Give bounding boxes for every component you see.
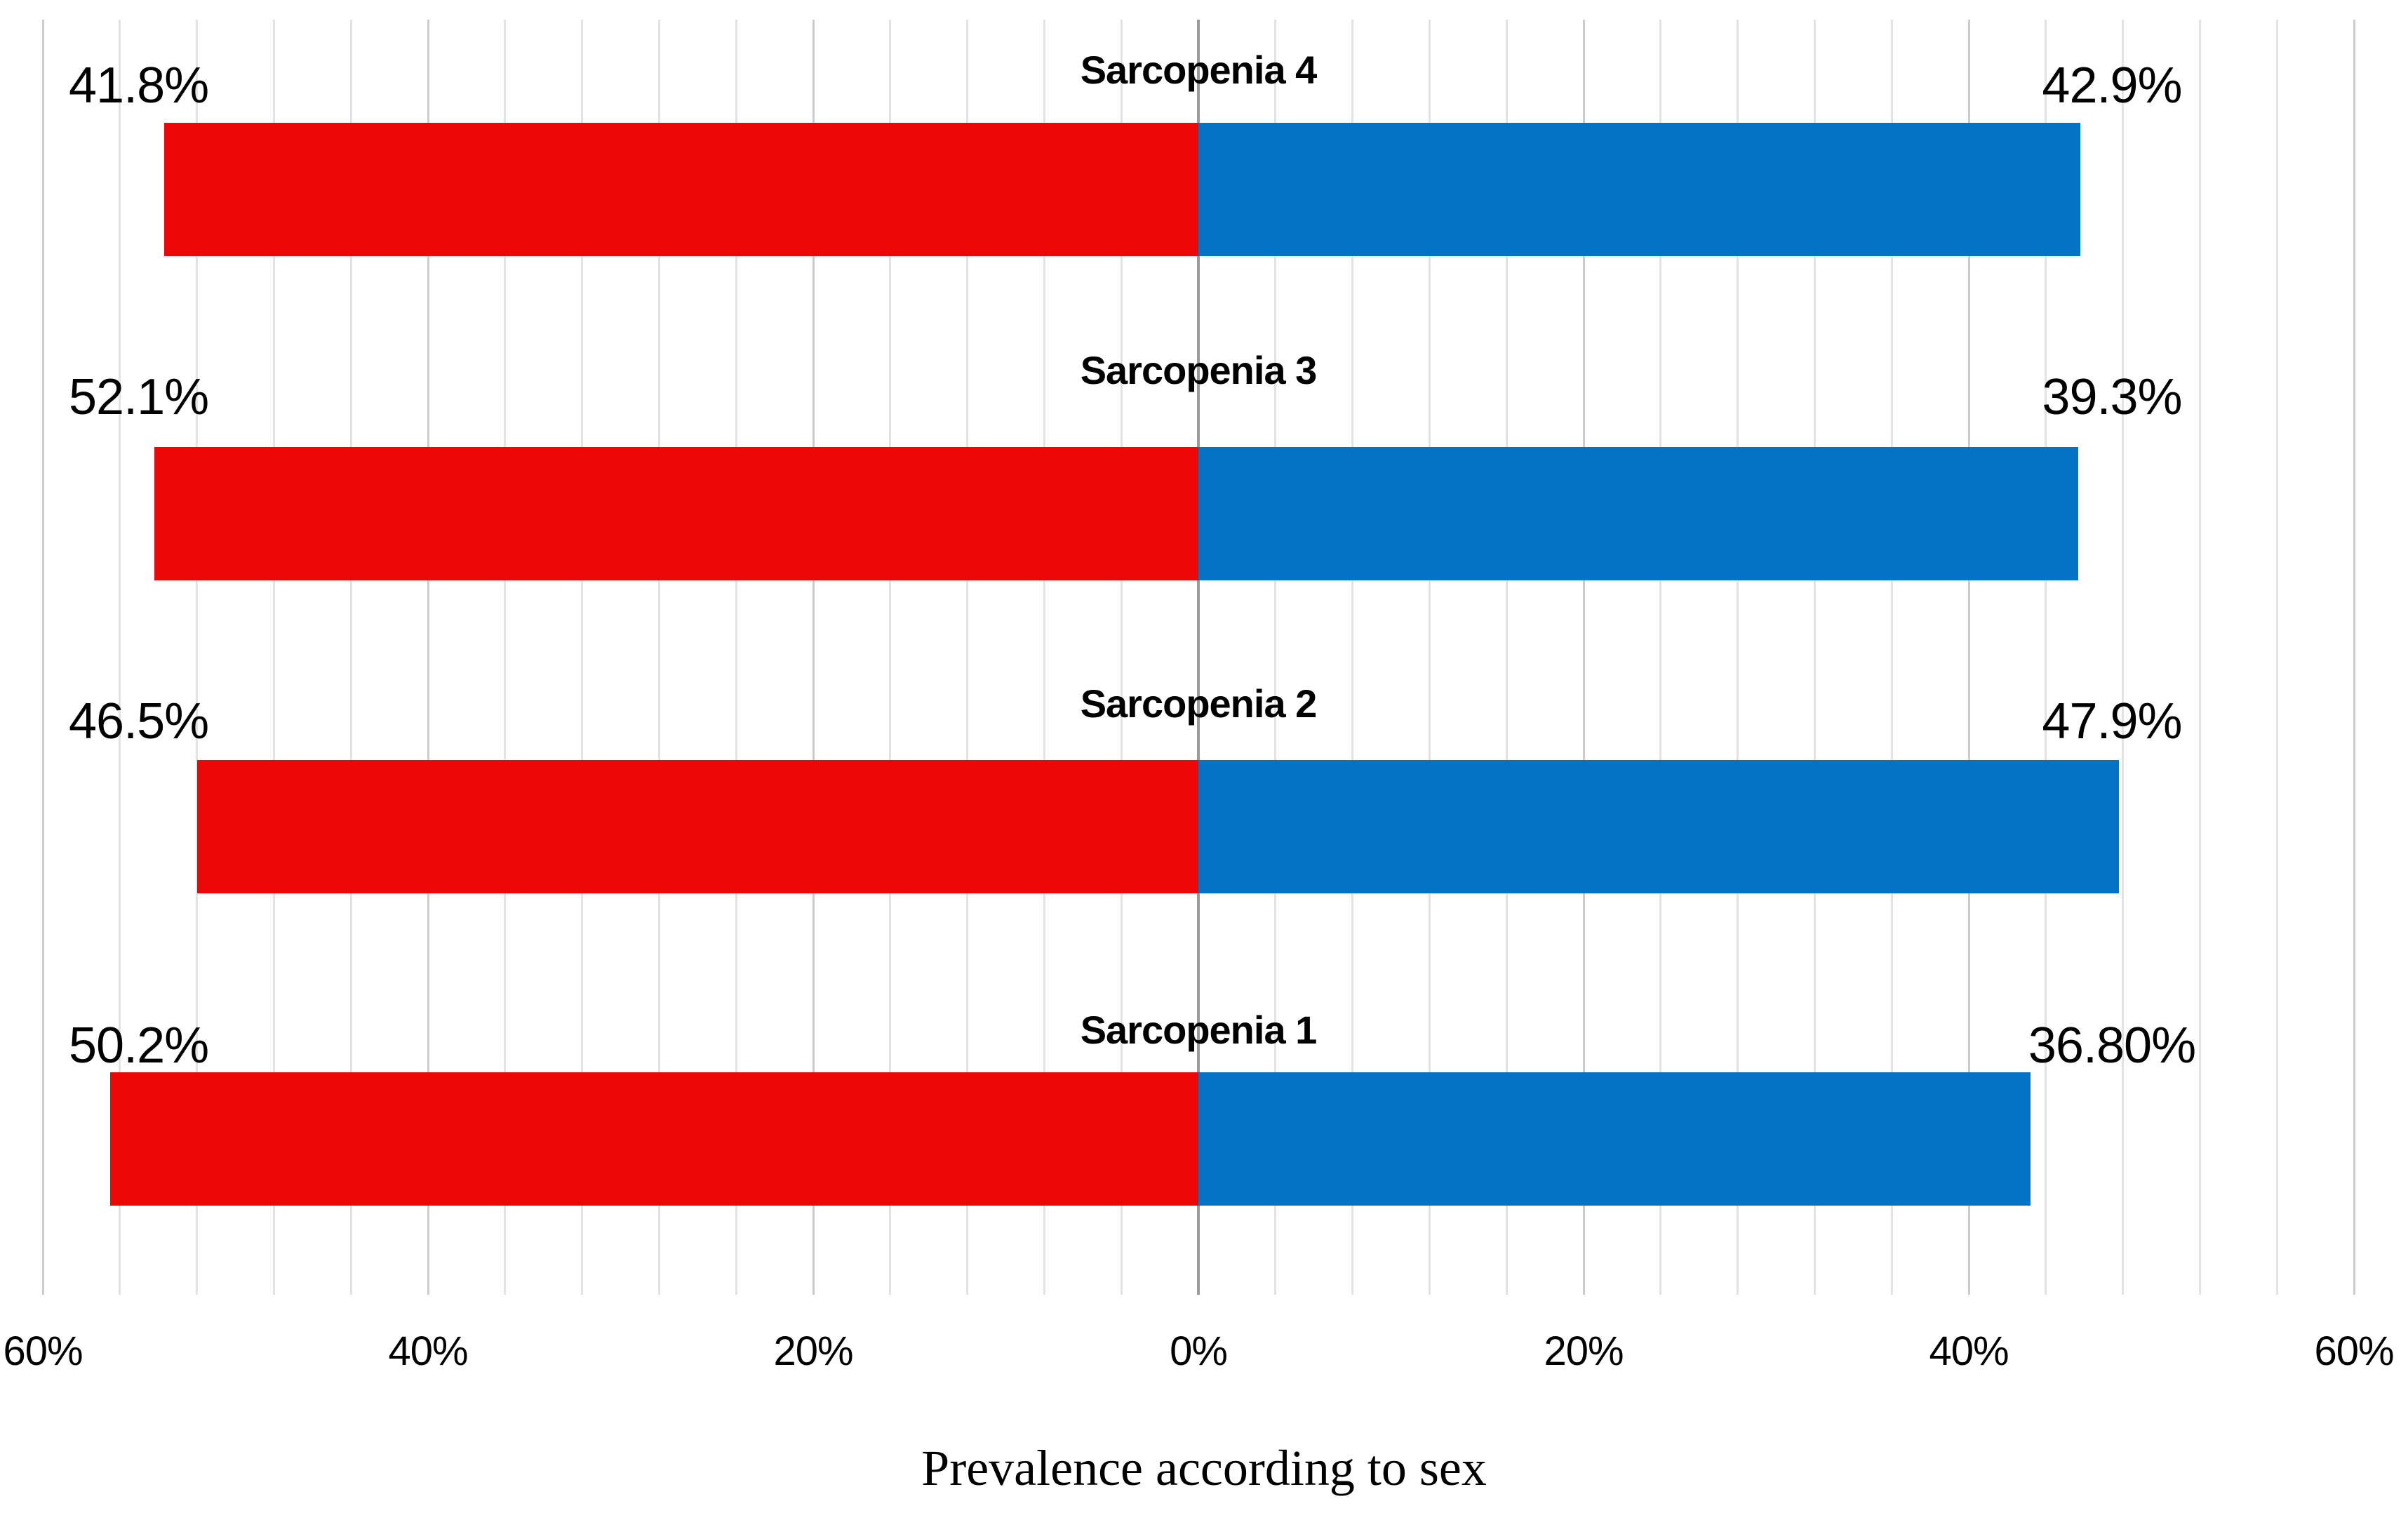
value-label-left: 41.8% (69, 58, 209, 114)
gridline-center (1197, 20, 1200, 1295)
bar-left-red (154, 447, 1198, 580)
gridline-major (2353, 20, 2355, 1295)
value-label-right: 47.9% (2042, 693, 2182, 749)
value-label-right: 39.3% (2042, 369, 2182, 425)
gridline-minor (2276, 20, 2278, 1295)
value-label-left: 52.1% (69, 369, 209, 425)
category-label: Sarcopenia 2 (1080, 681, 1318, 726)
gridline-minor (196, 20, 198, 1295)
axis-tick-label: 40% (388, 1328, 468, 1374)
gridline-minor (2199, 20, 2201, 1295)
category-label: Sarcopenia 3 (1080, 348, 1318, 392)
value-label-right: 36.80% (2028, 1018, 2196, 1074)
value-label-left: 50.2% (69, 1018, 209, 1074)
bar-left-red (164, 123, 1198, 256)
gridline-minor (119, 20, 121, 1295)
gridline-major (812, 20, 815, 1295)
gridline-minor (1814, 20, 1816, 1295)
axis-tick-label: 60% (3, 1328, 83, 1374)
gridline-minor (1891, 20, 1893, 1295)
gridline-minor (1659, 20, 1661, 1295)
gridline-minor (1043, 20, 1045, 1295)
gridline-minor (2045, 20, 2047, 1295)
bar-left-red (197, 760, 1198, 893)
category-label: Sarcopenia 4 (1080, 48, 1318, 92)
gridline-minor (581, 20, 583, 1295)
gridline-major (42, 20, 44, 1295)
value-label-right: 42.9% (2042, 58, 2182, 114)
gridline-major (1968, 20, 1970, 1295)
bar-left-red (110, 1072, 1198, 1206)
axis-tick-label: 20% (773, 1328, 853, 1374)
chart-title: Prevalence according to sex (921, 1440, 1487, 1496)
gridline-minor (658, 20, 660, 1295)
gridline-major (1583, 20, 1585, 1295)
bar-right-blue (1198, 760, 2119, 893)
gridline-minor (2122, 20, 2124, 1295)
gridline-minor (273, 20, 275, 1295)
gridline-minor (1506, 20, 1508, 1295)
bar-right-blue (1198, 447, 2078, 580)
bar-right-blue (1198, 1072, 2031, 1206)
bar-right-blue (1198, 123, 2080, 256)
axis-tick-label: 40% (1929, 1328, 2009, 1374)
gridline-minor (1737, 20, 1739, 1295)
category-label: Sarcopenia 1 (1080, 1008, 1318, 1052)
gridline-minor (504, 20, 506, 1295)
gridline-minor (1121, 20, 1123, 1295)
gridline-major (427, 20, 429, 1295)
gridline-minor (889, 20, 891, 1295)
axis-tick-label: 20% (1544, 1328, 1624, 1374)
gridline-minor (735, 20, 737, 1295)
gridline-minor (966, 20, 968, 1295)
gridline-minor (1429, 20, 1431, 1295)
gridline-minor (1274, 20, 1276, 1295)
value-label-left: 46.5% (69, 693, 209, 749)
axis-tick-label: 0% (1170, 1328, 1228, 1374)
axis-tick-label: 60% (2314, 1328, 2394, 1374)
gridline-minor (350, 20, 352, 1295)
gridline-minor (1351, 20, 1353, 1295)
